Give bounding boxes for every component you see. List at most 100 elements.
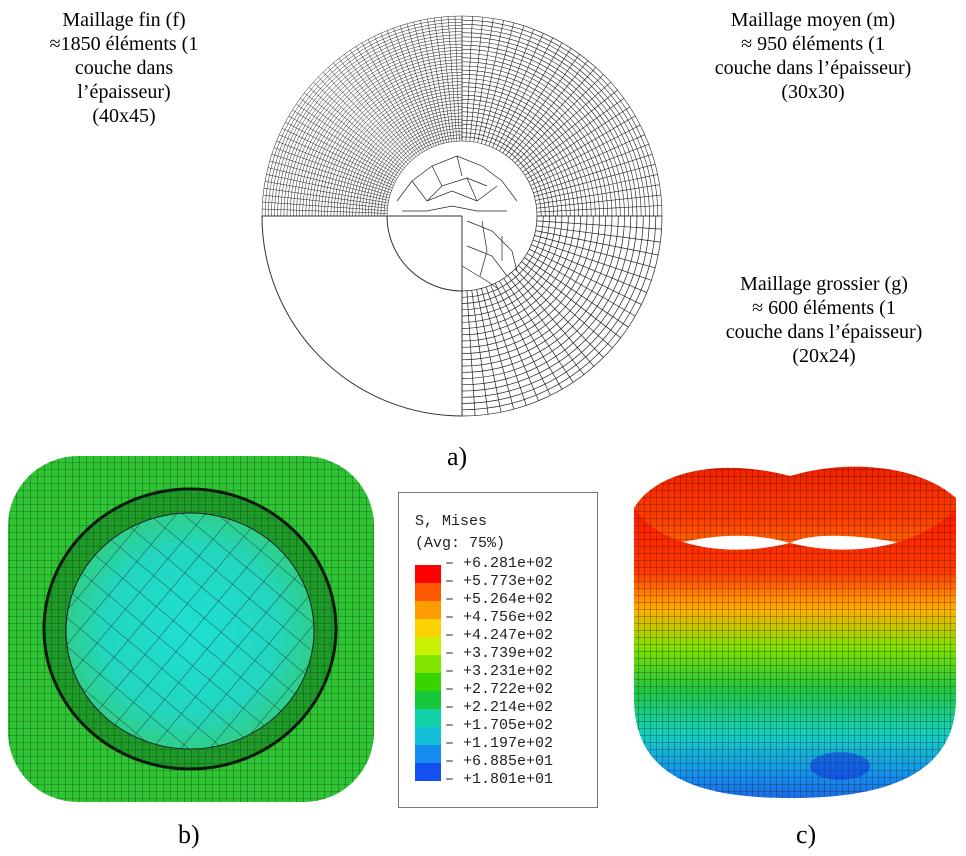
- cup-3d-stress-plot: [634, 466, 956, 798]
- mesh-radial-line: [503, 278, 574, 383]
- mesh-radial-line: [328, 67, 412, 161]
- mesh-ring-line: [299, 53, 463, 217]
- mesh-ring-line: [261, 15, 463, 217]
- mesh-radial-line: [535, 174, 658, 201]
- legend-value: – +2.214e+02: [445, 699, 554, 716]
- subfigure-b-label: b): [178, 820, 200, 849]
- mesh-ring-line: [286, 40, 463, 217]
- empty-quadrant: [261, 215, 463, 417]
- legend-color-bar: [415, 565, 441, 781]
- mesh-radial-line: [263, 187, 388, 206]
- mesh-ring-line: [324, 78, 463, 217]
- legend-swatch: [415, 709, 441, 727]
- coarse-mesh-label: Maillage grossier (g) ≈ 600 éléments (1 …: [725, 273, 923, 367]
- mesh-ring-line: [383, 137, 463, 217]
- mesh-radial-line: [520, 89, 618, 170]
- mesh-radial-line: [481, 288, 515, 410]
- mesh-ring-line: [318, 72, 463, 217]
- mesh-radial-line: [285, 121, 396, 182]
- mesh-radial-line: [534, 163, 656, 197]
- legend-value: – +4.756e+02: [445, 609, 554, 626]
- mesh-radial-line: [263, 194, 388, 209]
- mesh-radial-line: [490, 285, 539, 401]
- mesh-radial-line: [531, 144, 649, 190]
- mesh-radial-line: [454, 16, 460, 142]
- mesh-radial-line: [262, 208, 388, 214]
- mesh-radial-line: [274, 147, 392, 191]
- fine-mesh-quadrant: [261, 15, 463, 217]
- mesh-radial-line: [276, 140, 393, 189]
- mesh-ring-line: [305, 59, 463, 217]
- mesh-radial-line: [499, 280, 563, 390]
- legend-avg: (Avg: 75%): [415, 535, 506, 552]
- mesh-ring-line: [368, 122, 463, 217]
- mesh-radial-line: [511, 67, 597, 161]
- mesh-radial-line: [471, 290, 489, 415]
- mesh-radial-line: [279, 134, 394, 186]
- mesh-radial-line: [262, 201, 388, 212]
- legend-value: – +1.197e+02: [445, 735, 554, 752]
- mesh-ring-line: [461, 215, 538, 292]
- mesh-ring-line: [380, 134, 463, 217]
- medium-mesh-quadrant: [461, 15, 663, 217]
- mesh-radial-line: [313, 82, 407, 166]
- mesh-radial-line: [374, 36, 430, 149]
- mesh-ring-line: [264, 18, 463, 217]
- mesh-radial-line: [344, 54, 419, 156]
- mesh-radial-line: [477, 20, 504, 143]
- legend-swatch: [415, 601, 441, 619]
- legend-swatch: [415, 691, 441, 709]
- legend-value: – +1.705e+02: [445, 717, 554, 734]
- mesh-radial-line: [469, 17, 484, 142]
- mesh-radial-line: [406, 23, 442, 144]
- mesh-radial-line: [420, 20, 447, 143]
- legend-value: – +5.773e+02: [445, 573, 554, 590]
- stress-legend: S, Mises (Avg: 75%) – +6.281e+02– +5.773…: [398, 492, 598, 808]
- center-core-mesh: [396, 155, 518, 289]
- mesh-radial-line: [524, 257, 629, 328]
- legend-value: – +6.885e+01: [445, 753, 554, 770]
- mesh-radial-line: [517, 81, 611, 167]
- mesh-radial-line: [292, 109, 399, 177]
- mesh-radial-line: [532, 239, 652, 281]
- mesh-radial-line: [300, 98, 402, 173]
- legend-value: – +3.739e+02: [445, 645, 554, 662]
- mesh-radial-line: [333, 62, 414, 159]
- mesh-radial-line: [264, 181, 389, 204]
- mesh-radial-line: [271, 153, 391, 194]
- mesh-radial-line: [534, 235, 656, 269]
- mesh-radial-line: [536, 205, 662, 213]
- mesh-radial-line: [386, 30, 435, 147]
- mesh-radial-line: [514, 268, 604, 358]
- mesh-disc-diagram: [261, 15, 663, 417]
- legend-title: S, Mises: [415, 513, 488, 530]
- mesh-radial-line: [528, 124, 641, 183]
- mesh-radial-line: [502, 48, 572, 154]
- legend-swatch: [415, 565, 441, 583]
- coarse-mesh-quadrant: [461, 215, 663, 417]
- mesh-radial-line: [322, 71, 411, 163]
- mesh-ring-line: [277, 31, 463, 217]
- mesh-ring-line: [361, 115, 463, 217]
- mesh-ring-line: [314, 68, 463, 217]
- mesh-radial-line: [399, 25, 440, 145]
- mesh-radial-line: [393, 28, 437, 146]
- mesh-radial-line: [511, 272, 595, 367]
- mesh-ring-line: [374, 128, 463, 217]
- mesh-radial-line: [529, 248, 642, 305]
- legend-swatch: [415, 655, 441, 673]
- mesh-ring-line: [302, 56, 463, 217]
- mesh-radial-line: [524, 106, 630, 176]
- mesh-ring-line: [308, 62, 463, 217]
- medium-mesh-label: Maillage moyen (m) ≈ 950 éléments (1 cou…: [714, 9, 912, 103]
- legend-swatch: [415, 673, 441, 691]
- mesh-ring-line: [293, 47, 463, 217]
- mesh-radial-line: [505, 54, 580, 156]
- legend-swatch: [415, 745, 441, 763]
- legend-value: – +3.231e+02: [445, 663, 554, 680]
- mesh-ring-line: [364, 118, 463, 217]
- mesh-radial-line: [488, 29, 534, 147]
- mesh-ring-line: [321, 75, 463, 217]
- mesh-radial-line: [349, 50, 421, 154]
- mesh-radial-line: [536, 184, 660, 205]
